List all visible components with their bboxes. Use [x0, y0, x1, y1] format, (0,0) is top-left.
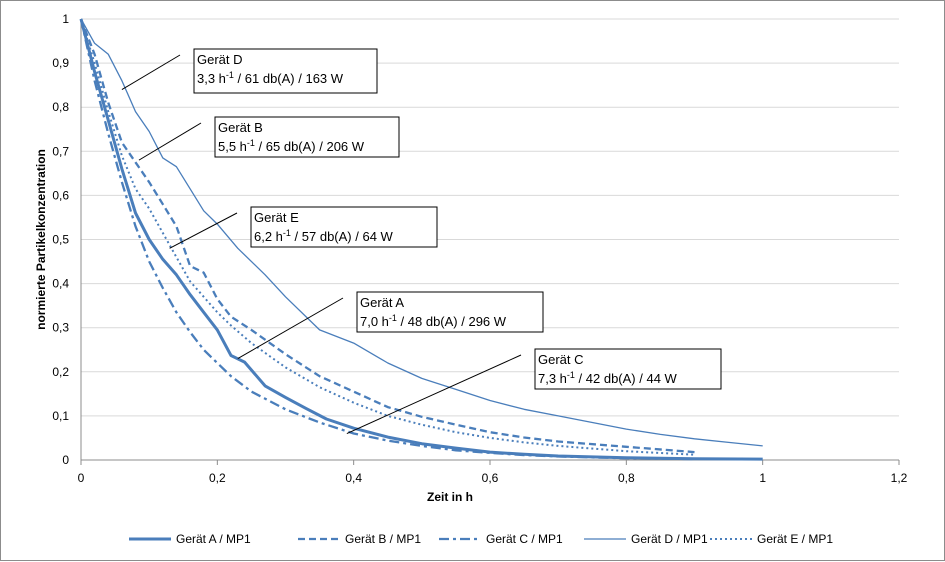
annotation-specs: 6,2 h-1 / 57 db(A) / 64 W [254, 228, 394, 244]
y-tick-label: 0,2 [52, 365, 69, 379]
x-tick-label: 0 [78, 471, 85, 485]
annotation-rest: / 57 db(A) / 64 W [291, 229, 394, 244]
legend-item: Gerät B / MP1 [298, 532, 421, 546]
annotation-b: Gerät B 5,5 h-1 / 65 db(A) / 206 W [138, 116, 400, 161]
annotation-rate-exp: -1 [567, 370, 575, 380]
annotation-rate: 5,5 h [218, 139, 247, 154]
annotation-box [250, 206, 438, 248]
annotation-box [193, 48, 378, 94]
annotation-e: Gerät E 6,2 h-1 / 57 db(A) / 64 W [169, 206, 438, 249]
x-tick-label: 0,6 [482, 471, 499, 485]
y-tick-label: 0,3 [52, 321, 69, 335]
series-line-a [79, 18, 763, 461]
y-tick-label: 0,1 [52, 409, 69, 423]
annotation-leader-line [237, 297, 344, 360]
series-line-d [80, 18, 763, 447]
annotation-rate: 7,3 h [538, 371, 567, 386]
legend-label: Gerät E / MP1 [757, 532, 833, 546]
annotation-title: Gerät C [538, 352, 584, 367]
annotation-box [356, 291, 544, 333]
annotation-rate: 7,0 h [360, 314, 389, 329]
y-tick-label: 0,9 [52, 56, 69, 70]
x-tick-label: 0,2 [209, 471, 226, 485]
annotation-title: Gerät E [254, 210, 299, 225]
annotation-box [534, 348, 722, 390]
annotation-leader-line [121, 54, 181, 90]
annotation-leader-line [169, 212, 238, 249]
legend-label: Gerät B / MP1 [345, 532, 421, 546]
legend-item: Gerät E / MP1 [710, 532, 833, 546]
y-tick-label: 0,4 [52, 277, 69, 291]
annotation-specs: 5,5 h-1 / 65 db(A) / 206 W [218, 138, 365, 154]
annotation-rest: / 61 db(A) / 163 W [234, 71, 344, 86]
y-tick-label: 0,8 [52, 100, 69, 114]
legend-item: Gerät A / MP1 [129, 532, 251, 546]
annotation-title: Gerät B [218, 120, 263, 135]
x-tick-label: 0,4 [345, 471, 362, 485]
annotation-d: Gerät D 3,3 h-1 / 61 db(A) / 163 W [121, 48, 378, 94]
annotation-specs: 3,3 h-1 / 61 db(A) / 163 W [197, 70, 344, 86]
y-axis-title: normierte Partikelkonzentration [34, 149, 48, 330]
annotation-box [214, 116, 400, 158]
legend-label: Gerät C / MP1 [486, 532, 563, 546]
x-tick-label: 1 [759, 471, 766, 485]
series-line-b [79, 18, 695, 454]
annotation-leader-line [346, 354, 522, 434]
annotation-leader-line [138, 122, 202, 161]
annotation-a: Gerät A 7,0 h-1 / 48 db(A) / 296 W [237, 291, 544, 360]
legend-label: Gerät A / MP1 [176, 532, 251, 546]
annotation-title: Gerät D [197, 52, 243, 67]
annotation-rate-exp: -1 [389, 313, 397, 323]
y-tick-label: 0,6 [52, 188, 69, 202]
y-tick-label: 1 [62, 12, 69, 26]
annotation-rate-exp: -1 [226, 70, 234, 80]
annotation-rate-exp: -1 [283, 228, 291, 238]
annotation-rest: / 48 db(A) / 296 W [397, 314, 507, 329]
x-tick-label: 0,8 [618, 471, 635, 485]
y-tick-label: 0,5 [52, 233, 69, 247]
x-axis-title: Zeit in h [427, 490, 473, 504]
annotation-rest: / 42 db(A) / 44 W [575, 371, 678, 386]
x-tick-label: 1,2 [891, 471, 908, 485]
legend-label: Gerät D / MP1 [631, 532, 708, 546]
annotation-title: Gerät A [360, 295, 404, 310]
annotation-c: Gerät C 7,3 h-1 / 42 db(A) / 44 W [346, 348, 722, 434]
legend-item: Gerät D / MP1 [584, 532, 708, 546]
annotation-specs: 7,0 h-1 / 48 db(A) / 296 W [360, 313, 507, 329]
annotation-rest: / 65 db(A) / 206 W [255, 139, 365, 154]
annotation-rate: 6,2 h [254, 229, 283, 244]
annotation-rate: 3,3 h [197, 71, 226, 86]
y-tick-label: 0,7 [52, 144, 69, 158]
annotation-rate-exp: -1 [247, 138, 255, 148]
legend-item: Gerät C / MP1 [439, 532, 563, 546]
annotation-specs: 7,3 h-1 / 42 db(A) / 44 W [538, 370, 678, 386]
y-tick-label: 0 [62, 453, 69, 467]
